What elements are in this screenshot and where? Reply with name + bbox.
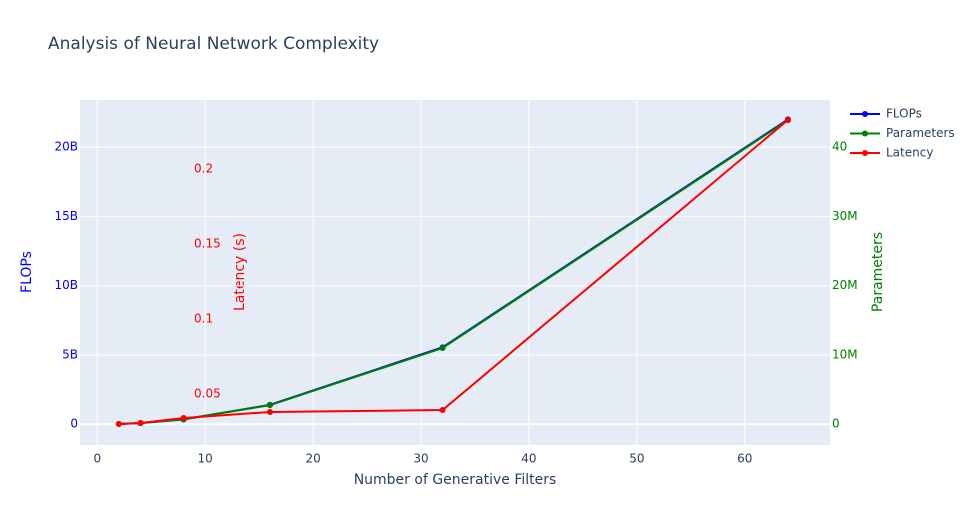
point [180, 415, 187, 421]
legend-label: Latency [886, 146, 933, 160]
y-tick-label: 20B [54, 140, 78, 154]
x-tick-label: 20 [305, 452, 320, 466]
x-tick-label: 0 [93, 452, 101, 466]
y-tick-label: 0 [70, 417, 78, 431]
point [439, 407, 446, 414]
y-tick-label: 5B [62, 347, 78, 361]
y2-tick-label: 20M [832, 278, 858, 292]
point [115, 421, 122, 427]
legend-marker [862, 130, 868, 137]
x-tick-label: 10 [198, 452, 213, 466]
x-tick-label: 30 [413, 452, 428, 466]
legend-label: FLOPs [886, 107, 922, 121]
x-tick-label: 60 [737, 452, 752, 466]
y-axis-title: FLOPs [19, 251, 35, 293]
point [266, 409, 273, 415]
chart-title: Analysis of Neural Network Complexity [48, 34, 379, 54]
point [784, 116, 791, 123]
y3-tick-label: 0.1 [194, 312, 213, 326]
x-tick-label: 50 [629, 452, 644, 466]
y3-tick-label: 0.05 [194, 387, 221, 401]
series-line [118, 119, 789, 425]
x-tick-label: 40 [521, 452, 536, 466]
y3-tick-label: 0.15 [194, 237, 221, 251]
legend-label: Parameters [886, 126, 955, 140]
y-tick-label: 10B [54, 278, 78, 292]
y3-tick-label: 0.2 [194, 162, 213, 176]
point [266, 402, 273, 409]
y3-axis-title: Latency (s) [232, 233, 248, 311]
y2-tick-label: 0 [832, 417, 840, 431]
legend-marker [862, 150, 868, 156]
legend-marker [862, 111, 868, 117]
y-tick-label: 15B [54, 209, 78, 223]
y2-axis-title: Parameters [870, 232, 886, 312]
y2-tick-label: 40 [832, 140, 847, 154]
plot-area [80, 100, 830, 445]
y2-tick-label: 10M [832, 347, 858, 361]
y2-tick-label: 30M [832, 209, 858, 223]
x-axis-title: Number of Generative Filters [354, 472, 557, 488]
point [439, 345, 446, 352]
point [137, 419, 144, 426]
